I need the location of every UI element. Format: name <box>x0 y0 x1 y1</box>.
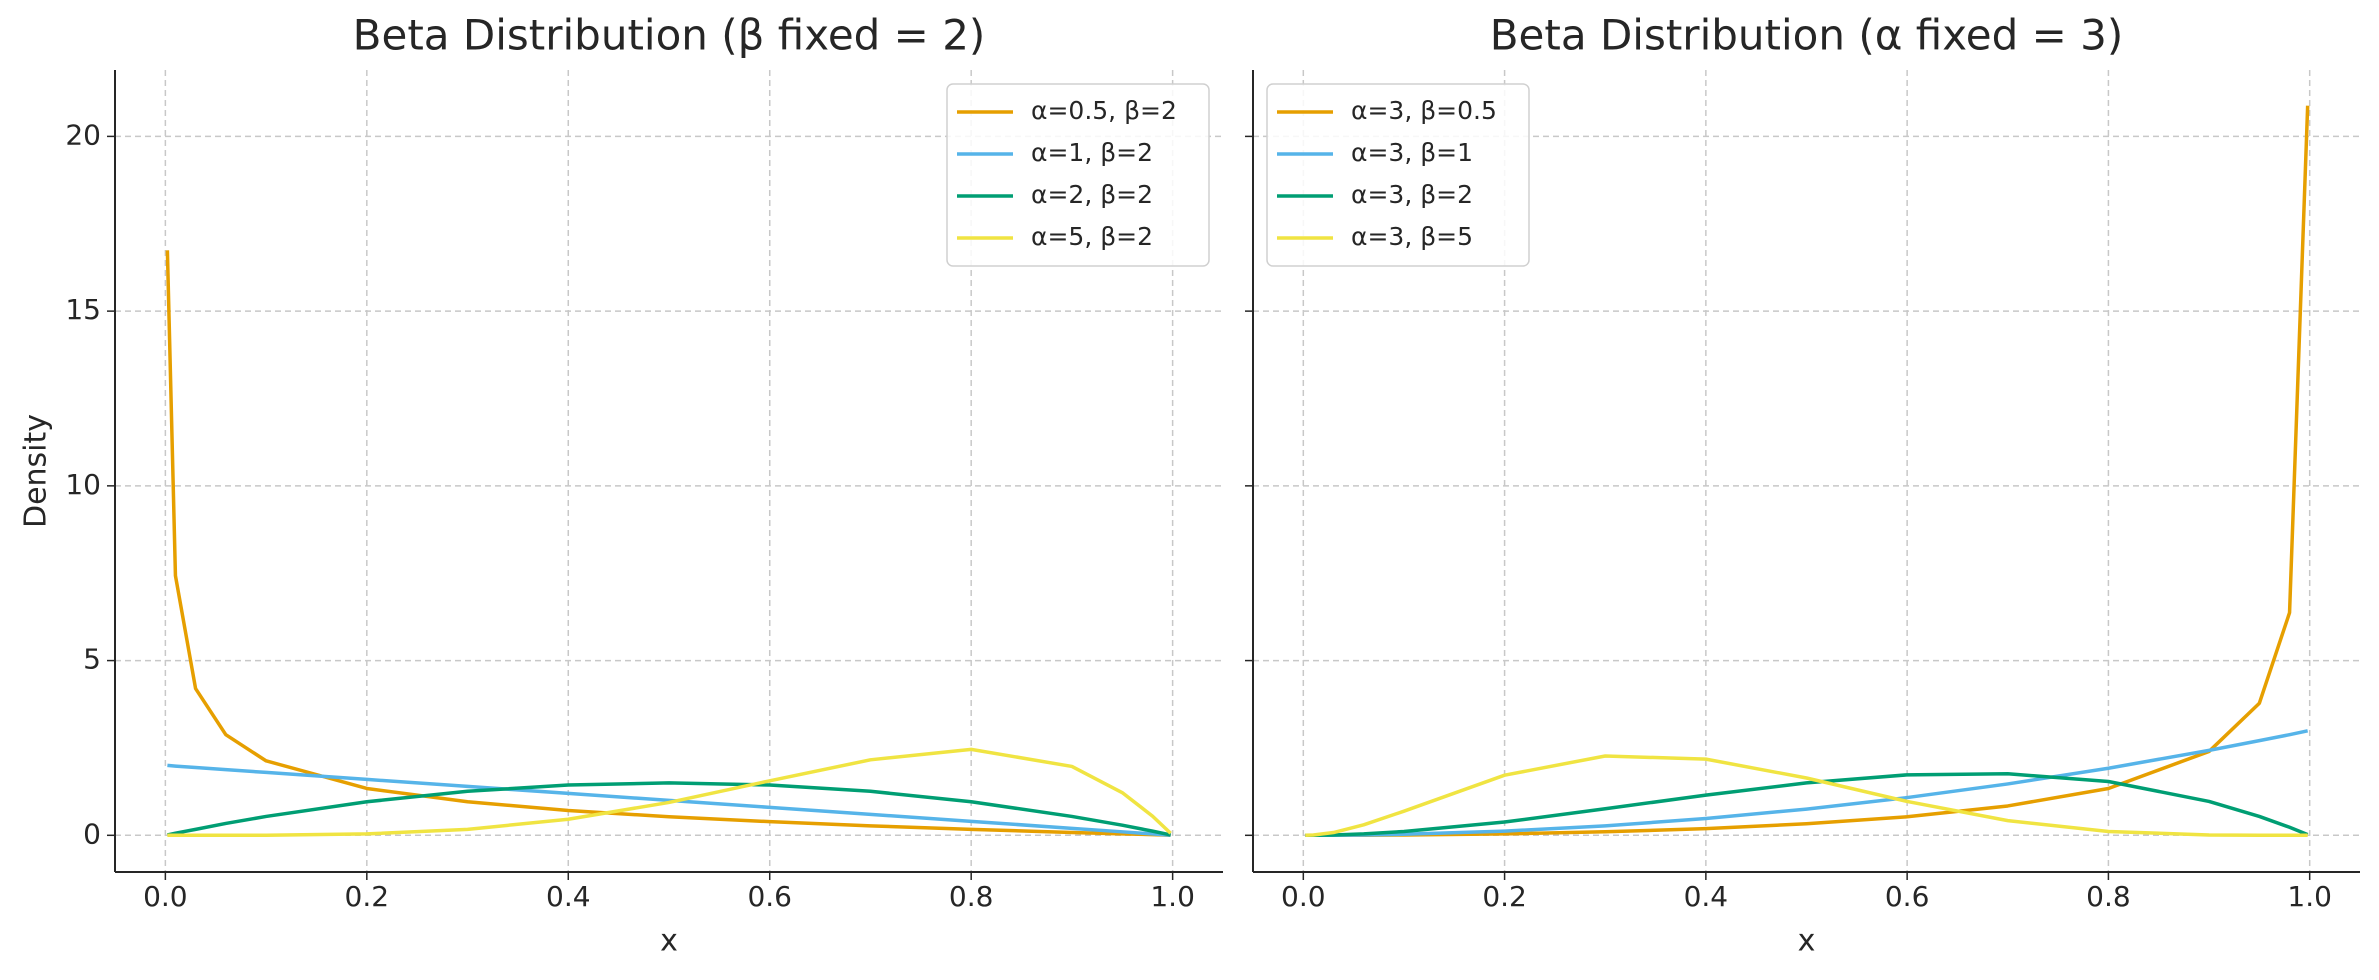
x-tick-label: 1.0 <box>2287 880 2332 913</box>
x-tick-label: 0.0 <box>1281 880 1326 913</box>
legend-label: α=5, β=2 <box>1031 222 1153 251</box>
legend-frame <box>946 83 1210 267</box>
legend-label: α=3, β=0.5 <box>1351 96 1497 125</box>
series-line <box>1305 772 2309 838</box>
x-tick-label: 0.6 <box>1885 880 1930 913</box>
y-tick-label: 15 <box>65 293 101 326</box>
x-tick-label: 0.6 <box>747 880 792 913</box>
y-axis-label: Density <box>19 414 54 528</box>
x-tick-label: 0.2 <box>1482 880 1527 913</box>
legend-label: α=3, β=2 <box>1351 180 1473 209</box>
chart-panel: Beta Distribution (β fixed = 2) 0.0 0.2 0.4… <box>19 11 1223 959</box>
chart-title: Beta Distribution (α fixed = 3) <box>1490 11 2124 60</box>
x-axis-label: x <box>1798 924 1816 959</box>
x-tick-label: 0.4 <box>546 880 591 913</box>
series-line <box>167 747 1172 838</box>
legend-frame <box>1266 83 1530 267</box>
legend-label: α=3, β=5 <box>1351 222 1473 251</box>
legend-label: α=0.5, β=2 <box>1031 96 1177 125</box>
x-axis-label: x <box>660 924 678 959</box>
x-tick-label: 0.4 <box>1684 880 1729 913</box>
x-tick-label: 0.2 <box>345 880 390 913</box>
x-tick-label: 0.8 <box>949 880 994 913</box>
x-tick-label: 1.0 <box>1150 880 1195 913</box>
series-line <box>1305 754 2308 838</box>
legend-label: α=3, β=1 <box>1351 138 1473 167</box>
x-tick-label: 0.8 <box>2086 880 2131 913</box>
legend-label: α=1, β=2 <box>1031 138 1153 167</box>
legend-label: α=2, β=2 <box>1031 180 1153 209</box>
y-tick-label: 5 <box>83 643 101 676</box>
series-line <box>167 781 1171 837</box>
series-line <box>165 250 1171 838</box>
chart-panel: Beta Distribution (α fixed = 3) 0.0 0.2 0.4… <box>1245 11 2360 959</box>
legend: α=0.5, β=2 α=1, β=2 α=2, β=2 α=5, β=2 <box>946 83 1210 267</box>
x-tick-label: 0.0 <box>143 880 188 913</box>
legend: α=3, β=0.5 α=3, β=1 α=3, β=2 α=3, β=5 <box>1266 83 1530 267</box>
chart-title: Beta Distribution (β fixed = 2) <box>353 11 986 60</box>
y-tick-label: 0 <box>83 817 101 850</box>
series-line <box>167 763 1171 838</box>
y-tick-label: 10 <box>65 468 101 501</box>
y-tick-label: 20 <box>65 118 101 151</box>
